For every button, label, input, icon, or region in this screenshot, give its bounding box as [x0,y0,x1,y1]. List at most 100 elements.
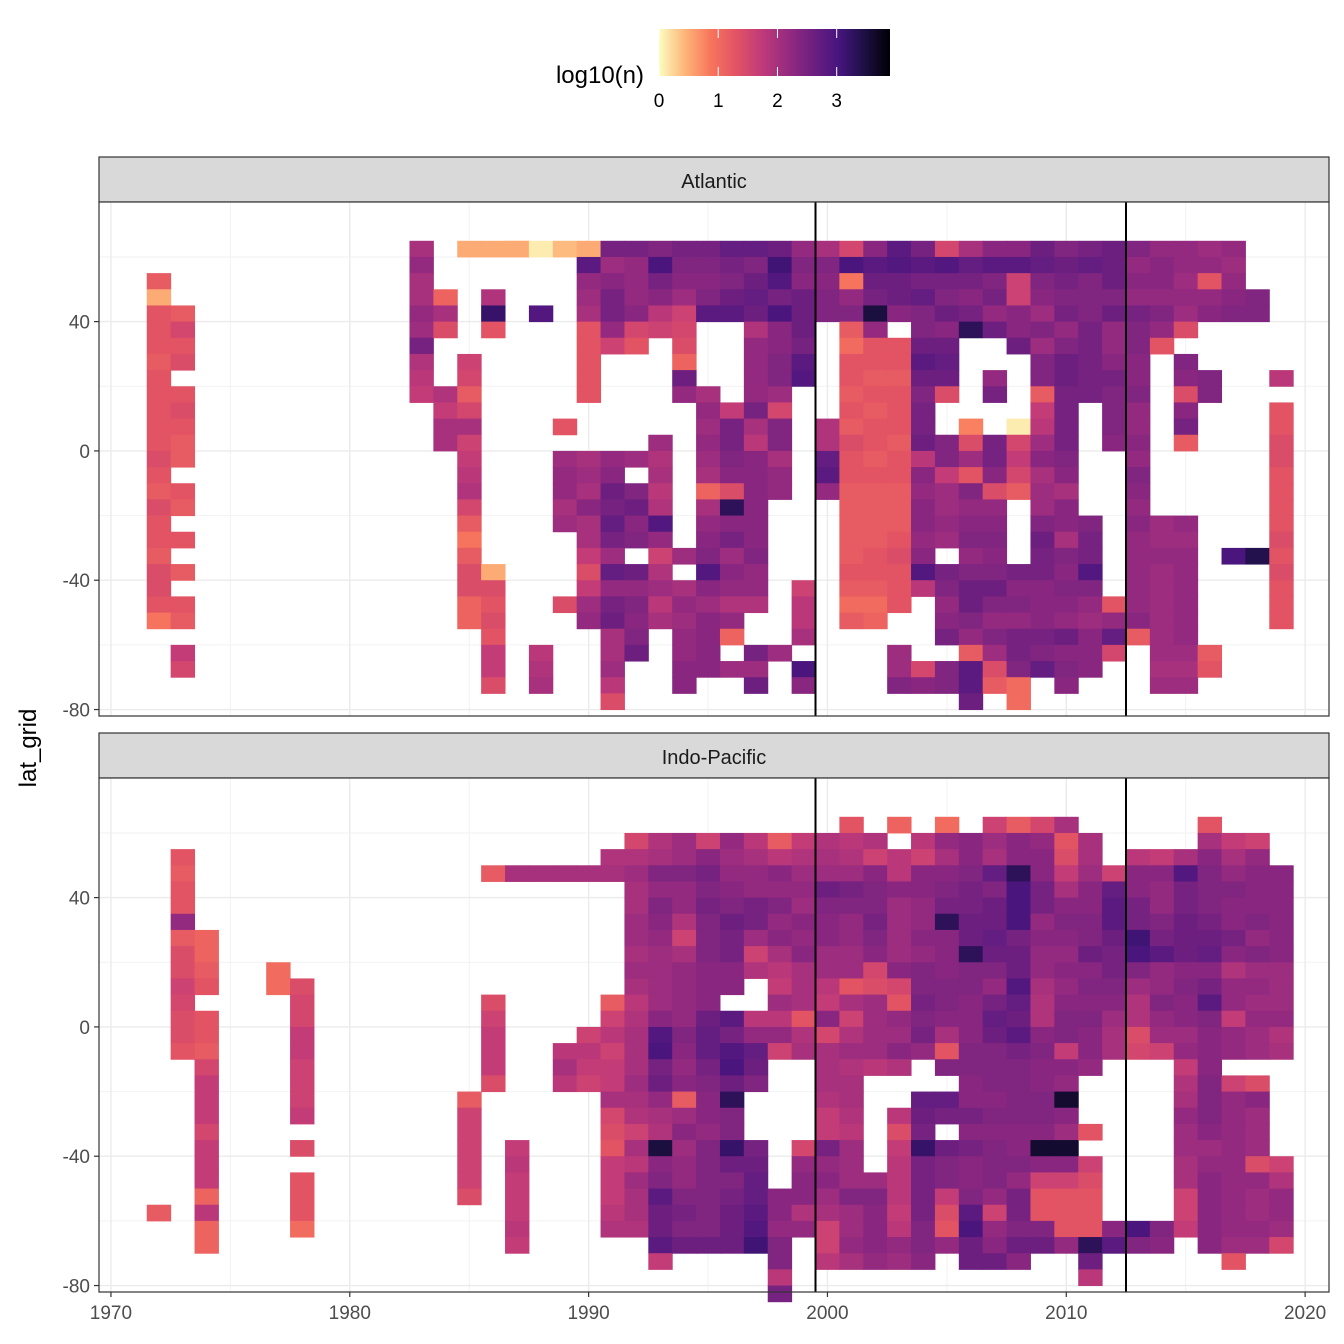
heatmap-cell [1269,515,1294,533]
heatmap-cell [887,1253,912,1270]
heatmap-cell [1054,386,1079,403]
heatmap-cell [1006,1010,1031,1028]
heatmap-cell [1197,1188,1223,1206]
heatmap-cell [146,418,172,436]
heatmap-cell [1006,865,1031,882]
heatmap-cell [1269,994,1294,1012]
heatmap-cell [624,946,649,963]
heatmap-cell [1054,289,1079,306]
heatmap-cell [1030,450,1055,468]
heatmap-cell [767,1285,793,1303]
heatmap-cell [791,661,817,678]
heatmap-cell [1173,273,1199,290]
heatmap-cell [911,832,936,850]
heatmap-cell [839,402,864,420]
heatmap-cell [648,256,673,274]
heatmap-cell [1078,596,1103,614]
heatmap-cell [648,240,673,258]
heatmap-cell [839,531,864,549]
heatmap-cell [982,564,1008,581]
heatmap-cell [672,1204,697,1222]
heatmap-cell [958,483,984,500]
heatmap-cell [911,1010,936,1028]
heatmap-cell [600,273,625,290]
heatmap-cell [934,816,960,834]
heatmap-cell [1054,612,1079,630]
heatmap-cell [767,434,793,452]
heatmap-cell [743,370,769,387]
heatmap-cell [982,1091,1008,1109]
heatmap-cell [791,305,817,323]
heatmap-cell [672,929,697,947]
heatmap-cell [672,353,697,371]
heatmap-cell [672,612,697,630]
heatmap-cell [1054,962,1079,979]
heatmap-cell [887,661,912,678]
heatmap-cell [719,434,745,452]
heatmap-cell [1030,1043,1055,1060]
heatmap-cell [982,1026,1008,1044]
heatmap-cell [958,1220,984,1238]
heatmap-cell [911,240,936,258]
heatmap-cell [528,677,554,694]
heatmap-cell [648,1075,673,1093]
heatmap-cell [457,564,482,581]
heatmap-cell [576,515,602,533]
heatmap-cell [863,1188,888,1206]
heatmap-cell [1173,547,1199,565]
heatmap-cell [648,881,673,899]
heatmap-cell [887,483,912,500]
heatmap-cell [743,1043,769,1060]
heatmap-cell [696,1188,721,1206]
heatmap-cell [1102,897,1127,915]
heatmap-cell [290,1091,315,1109]
heatmap-cell [1269,483,1294,500]
heatmap-cell [958,499,984,517]
heatmap-cell [958,832,984,850]
heatmap-cell [815,1172,840,1190]
heatmap-cell [457,531,482,549]
heatmap-cell [457,580,482,597]
heatmap-cell [1149,337,1175,355]
heatmap-cell [481,1043,506,1060]
heatmap-cell [600,256,625,274]
heatmap-cell [719,1123,745,1141]
heatmap-cell [576,450,602,468]
heatmap-cell [672,832,697,850]
heatmap-cell [1054,305,1079,323]
heatmap-cell [1102,256,1127,274]
heatmap-cell [1102,353,1127,371]
heatmap-cell [767,1220,793,1238]
heatmap-cell [934,612,960,630]
heatmap-cell [887,289,912,306]
heatmap-cell [1197,865,1223,882]
heatmap-cell [719,929,745,947]
heatmap-cell [719,881,745,899]
heatmap-cell [194,1091,219,1109]
heatmap-cell [863,483,888,500]
heatmap-cell [146,273,172,290]
heatmap-cell [672,1156,697,1173]
heatmap-cell [1054,418,1079,436]
heatmap-cell [696,1043,721,1060]
heatmap-cell [911,865,936,882]
heatmap-cell [1054,596,1079,614]
heatmap-cell [1269,450,1294,468]
heatmap-cell [457,353,482,371]
heatmap-cell [1054,256,1079,274]
heatmap-cell [863,1043,888,1060]
heatmap-cell [290,1172,315,1190]
heatmap-cell [934,929,960,947]
heatmap-cell [457,1107,482,1125]
heatmap-cell [1125,962,1151,979]
heatmap-cell [1197,1140,1223,1157]
heatmap-cell [481,305,506,323]
heatmap-cell [719,564,745,581]
heatmap-cell [648,596,673,614]
heatmap-cell [648,305,673,323]
heatmap-cell [1125,978,1151,996]
heatmap-cell [1030,612,1055,630]
heatmap-cell [600,499,625,517]
heatmap-cell [1197,1010,1223,1028]
heatmap-cell [1197,881,1223,899]
